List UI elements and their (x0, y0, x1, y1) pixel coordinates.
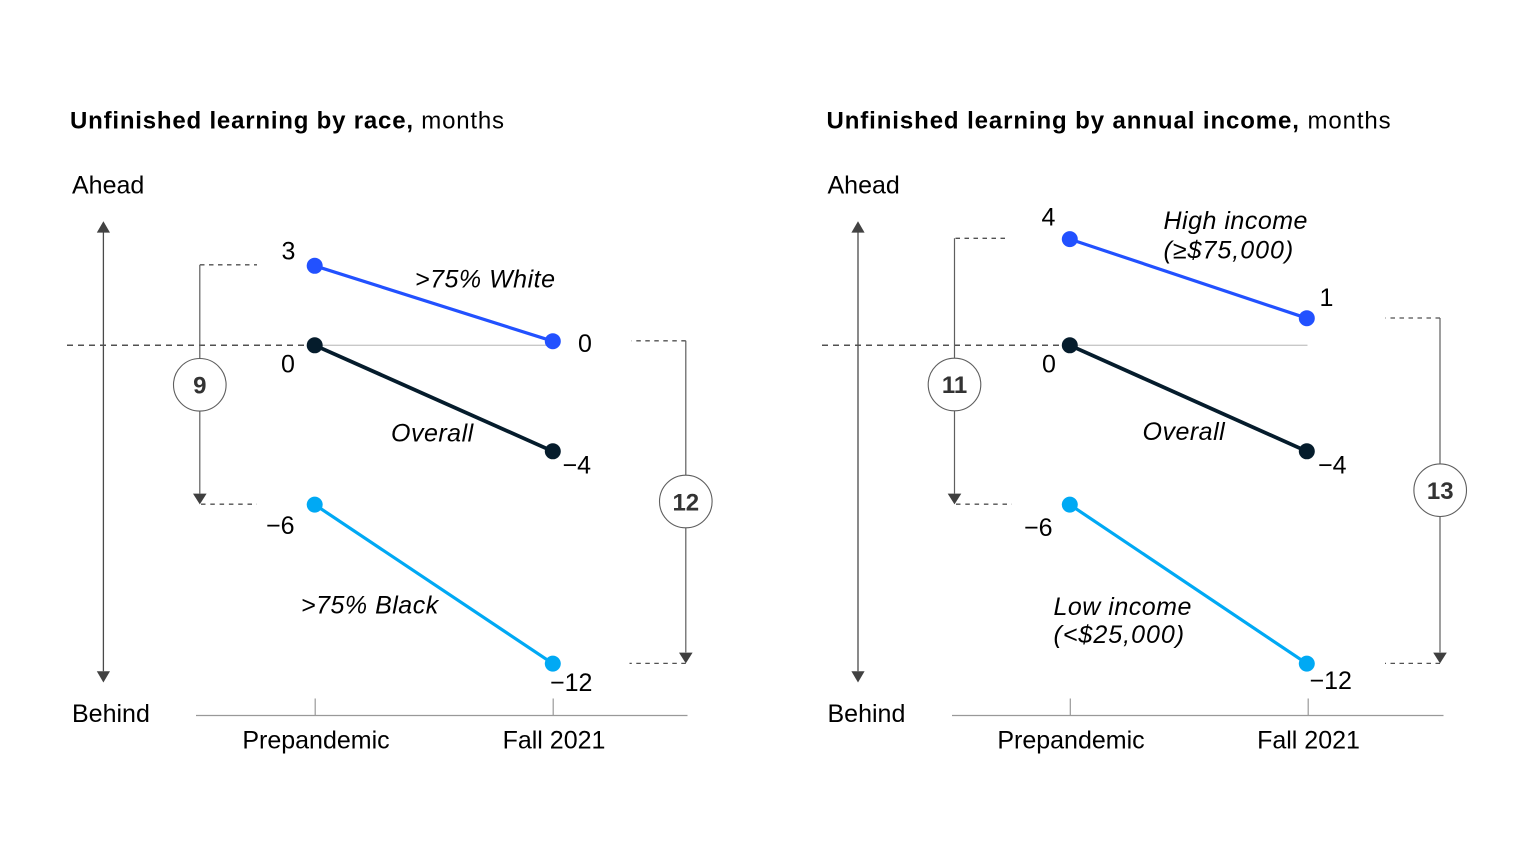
svg-text:0: 0 (1042, 351, 1056, 379)
svg-text:Behind: Behind (72, 700, 150, 728)
svg-text:(<$25,000): (<$25,000) (1054, 621, 1186, 649)
svg-text:3: 3 (282, 238, 296, 266)
svg-text:1: 1 (1320, 284, 1334, 312)
svg-text:−12: −12 (550, 669, 592, 697)
svg-text:Overall: Overall (1143, 418, 1227, 446)
svg-text:−6: −6 (266, 512, 295, 540)
svg-text:(≥$75,000): (≥$75,000) (1164, 237, 1295, 265)
svg-text:Overall: Overall (391, 420, 475, 448)
svg-text:Fall 2021: Fall 2021 (1257, 727, 1360, 755)
svg-text:0: 0 (281, 351, 295, 379)
svg-text:−4: −4 (1318, 452, 1347, 480)
svg-text:−6: −6 (1024, 514, 1053, 542)
svg-text:0: 0 (578, 330, 592, 358)
svg-text:>75% White: >75% White (415, 266, 556, 294)
svg-text:−4: −4 (563, 452, 592, 480)
svg-text:Behind: Behind (828, 700, 906, 728)
svg-text:High income: High income (1164, 207, 1308, 235)
svg-text:Unfinished learning by race, m: Unfinished learning by race, months (70, 108, 505, 135)
svg-text:Prepandemic: Prepandemic (242, 727, 389, 755)
svg-text:Low income: Low income (1054, 593, 1192, 621)
svg-text:9: 9 (193, 373, 206, 400)
svg-text:Fall 2021: Fall 2021 (503, 727, 606, 755)
svg-text:Ahead: Ahead (72, 172, 144, 200)
svg-text:4: 4 (1042, 204, 1056, 232)
svg-text:Ahead: Ahead (828, 172, 900, 200)
svg-text:−12: −12 (1310, 667, 1352, 695)
svg-text:>75% Black: >75% Black (301, 592, 440, 620)
svg-text:13: 13 (1427, 478, 1454, 505)
svg-text:Prepandemic: Prepandemic (997, 727, 1144, 755)
svg-text:12: 12 (672, 489, 699, 516)
svg-text:Unfinished learning by annual: Unfinished learning by annual income, mo… (827, 108, 1392, 135)
svg-text:11: 11 (942, 372, 967, 399)
